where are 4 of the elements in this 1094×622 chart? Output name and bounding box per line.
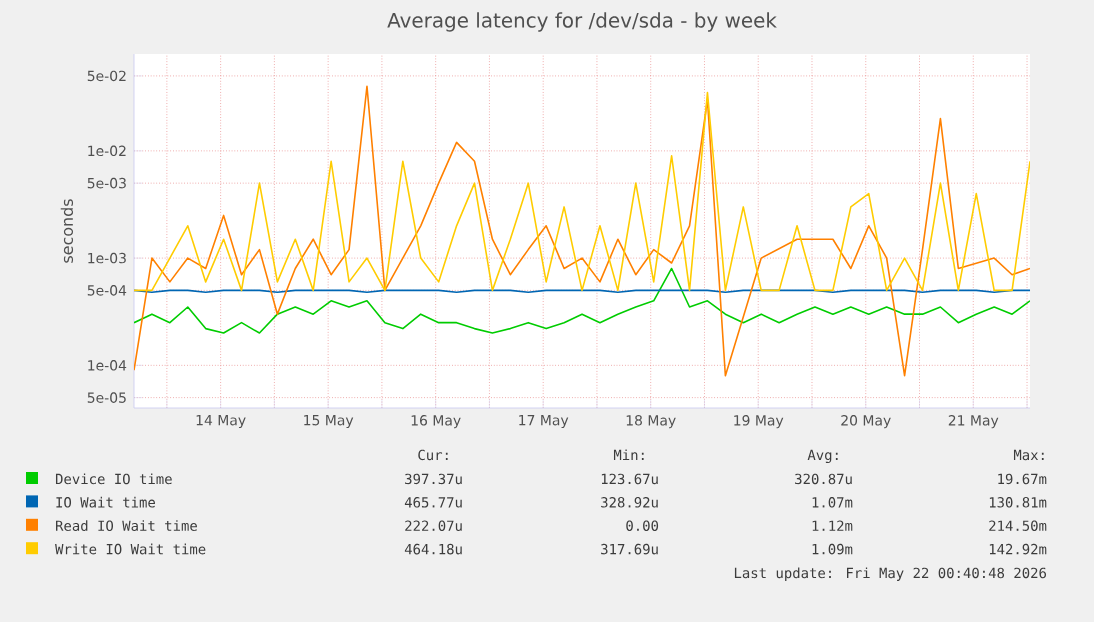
chart-title: Average latency for /dev/sda - by week bbox=[387, 12, 777, 32]
line-series bbox=[134, 85, 1031, 377]
line-series bbox=[134, 267, 1031, 334]
line-series bbox=[134, 91, 1031, 292]
